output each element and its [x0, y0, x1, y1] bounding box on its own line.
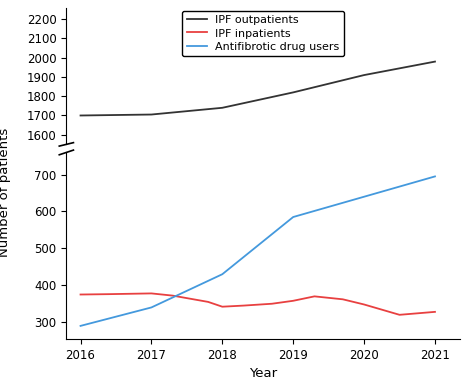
- X-axis label: Year: Year: [249, 367, 277, 380]
- Text: Number of patients: Number of patients: [0, 128, 11, 257]
- Legend: IPF outpatients, IPF inpatients, Antifibrotic drug users: IPF outpatients, IPF inpatients, Antifib…: [182, 10, 344, 57]
